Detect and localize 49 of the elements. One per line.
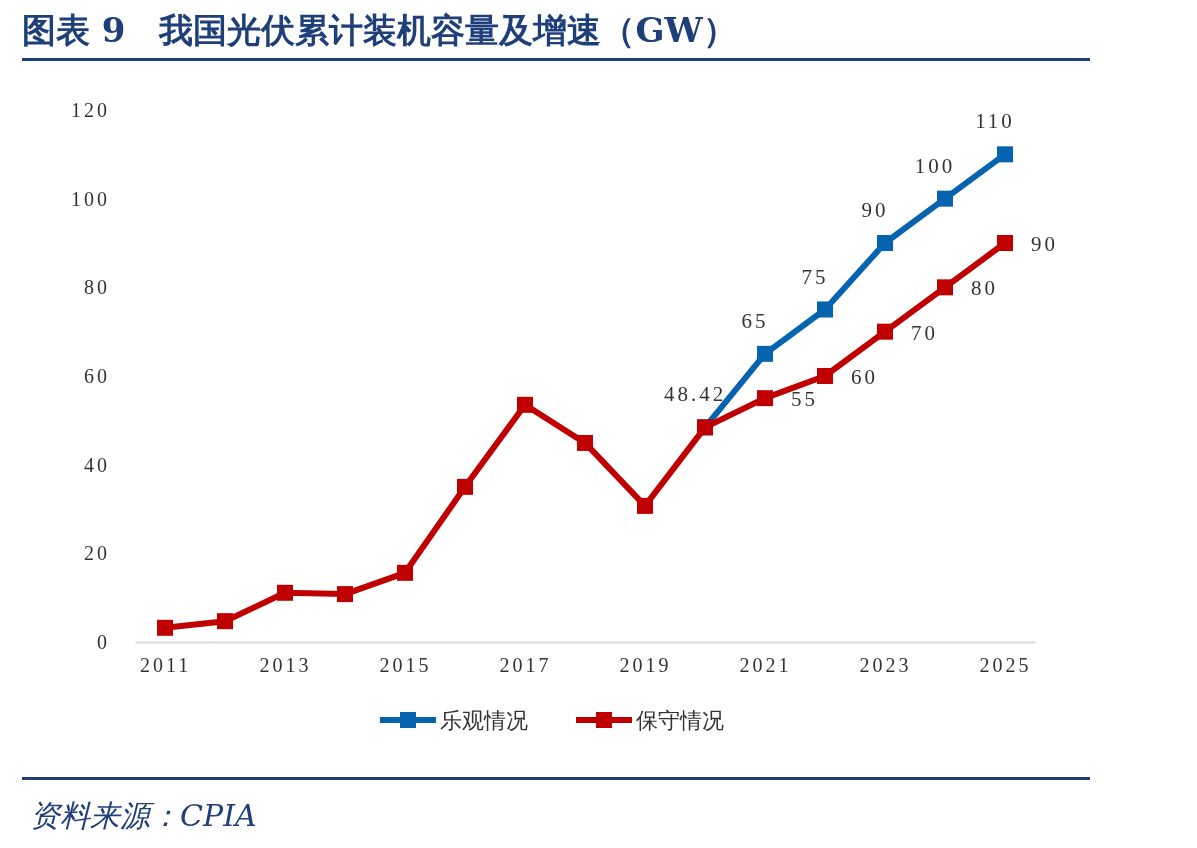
data-label: 90 [861,198,889,222]
x-tick-label: 2019 [619,654,672,677]
y-tick-label: 80 [84,276,110,299]
point [937,190,953,207]
x-tick-label: 2023 [859,654,912,677]
y-tick-label: 60 [84,364,110,387]
point [517,396,533,413]
point [157,619,173,636]
point [637,497,653,514]
point [337,586,353,603]
point [757,345,773,362]
x-tick-label: 2021 [739,654,792,677]
y-tick-label: 120 [71,98,110,121]
y-tick-label: 100 [71,187,110,210]
data-label: 90 [1031,232,1058,256]
y-tick-label: 20 [84,542,110,565]
point [277,584,293,601]
legend-label: 保守情况 [636,708,724,733]
y-tick-label: 0 [97,630,110,653]
legend-label: 乐观情况 [440,708,528,733]
point [997,235,1013,251]
point [817,301,833,318]
point [457,478,473,495]
x-tick-label: 2011 [139,654,192,677]
data-label: 100 [914,153,956,178]
point [877,235,893,251]
data-label: 80 [971,276,998,301]
data-label: 65 [741,308,769,333]
data-label: 70 [911,320,938,345]
data-label: 55 [791,387,818,412]
data-label: 48.42 [663,382,727,407]
point [577,434,593,451]
data-label: 60 [851,365,878,389]
text: 资料来源：CPIA [30,798,257,833]
y-tick-label: 40 [84,453,110,476]
point [757,390,773,407]
x-tick-label: 2017 [499,654,552,677]
point [937,279,953,296]
point [997,146,1013,163]
chart-title: 图表 9 我国光伏累计装机容量及增速（GW） [22,10,737,50]
point [217,613,233,630]
data-label: 110 [975,109,1015,134]
data-label: 75 [801,264,829,289]
point [817,368,833,384]
x-tick-label: 2015 [379,654,432,677]
point [877,323,893,340]
point [397,564,413,581]
x-tick-label: 2025 [979,654,1032,677]
x-tick-label: 2013 [259,654,312,677]
